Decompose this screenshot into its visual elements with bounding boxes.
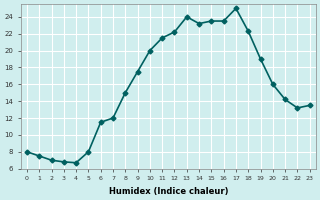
X-axis label: Humidex (Indice chaleur): Humidex (Indice chaleur) (108, 187, 228, 196)
